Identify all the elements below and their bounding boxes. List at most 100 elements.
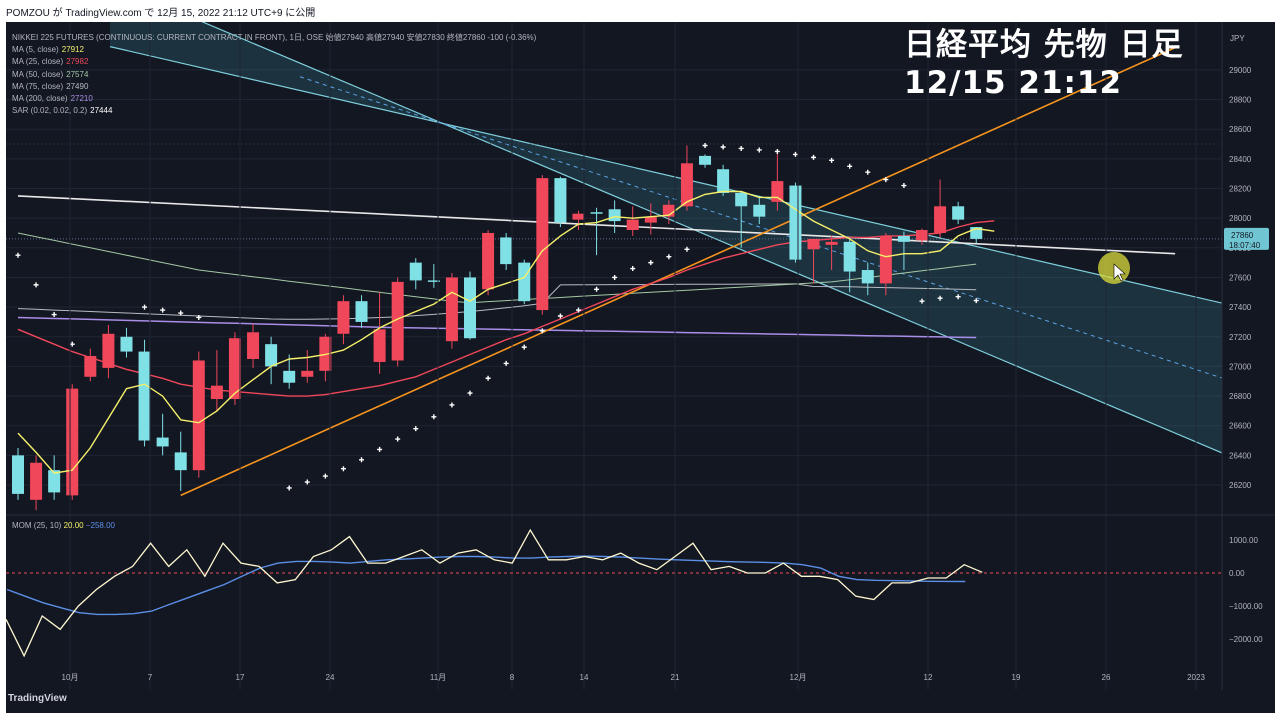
channel-lower-line bbox=[201, 22, 1222, 454]
sar-point bbox=[594, 286, 600, 292]
ma200-line bbox=[17, 316, 977, 339]
sar-point bbox=[539, 328, 545, 334]
sar-point bbox=[720, 144, 726, 150]
sar-point bbox=[829, 157, 835, 163]
legend-indicator: SAR (0.02, 0.02, 0.2) 27444 bbox=[12, 105, 536, 117]
candle-body bbox=[843, 241, 856, 272]
sar-point bbox=[756, 147, 762, 153]
sar-point bbox=[738, 145, 744, 151]
candle-body bbox=[518, 262, 531, 302]
price-tick: 29000 bbox=[1229, 66, 1252, 75]
date-tick: 21 bbox=[671, 673, 680, 682]
legend-indicator-value: 27210 bbox=[70, 94, 93, 104]
candle-body bbox=[156, 437, 169, 447]
sar-point bbox=[792, 151, 798, 157]
price-tick: 27200 bbox=[1229, 333, 1252, 342]
sar-point bbox=[196, 314, 202, 320]
candle-body bbox=[192, 360, 205, 471]
date-tick: 10月 bbox=[62, 673, 79, 682]
sar-point bbox=[33, 282, 39, 288]
momentum-line bbox=[6, 528, 983, 658]
sar-point bbox=[883, 177, 889, 183]
candle-body bbox=[210, 385, 223, 400]
sar-point bbox=[612, 274, 618, 280]
sar-point bbox=[142, 304, 148, 310]
sar-point bbox=[503, 360, 509, 366]
candle-body bbox=[608, 209, 621, 222]
overlay-title-line2: 12/15 21:12 bbox=[904, 65, 1123, 101]
sar-group bbox=[15, 143, 979, 491]
cursor-arrow-icon bbox=[1113, 263, 1126, 282]
candle-body bbox=[536, 178, 549, 311]
sar-point bbox=[811, 154, 817, 160]
sar-point bbox=[630, 266, 636, 272]
price-tick: 27600 bbox=[1229, 273, 1252, 282]
candle-body bbox=[500, 237, 513, 265]
sar-point bbox=[557, 313, 563, 319]
chart-legend: NIKKEI 225 FUTURES (CONTINUOUS: CURRENT … bbox=[12, 32, 536, 117]
ma50-line bbox=[17, 232, 977, 304]
sar-point bbox=[937, 295, 943, 301]
candle-body bbox=[373, 329, 386, 362]
sar-point bbox=[413, 426, 419, 432]
momentum-value-2: −258.00 bbox=[85, 521, 115, 530]
candle-body bbox=[735, 192, 748, 207]
channel-upper-line bbox=[109, 46, 1222, 304]
candle-body bbox=[409, 262, 422, 281]
sar-point bbox=[160, 307, 166, 313]
momentum-tick: 1000.00 bbox=[1229, 536, 1258, 545]
candle-body bbox=[102, 333, 115, 368]
date-tick: 8 bbox=[510, 673, 515, 682]
candle-body bbox=[228, 338, 241, 400]
candle-body bbox=[897, 235, 910, 242]
momentum-tick: −1000.00 bbox=[1229, 602, 1263, 611]
overlay-title: 日経平均 先物 日足 12/15 21:12 bbox=[904, 26, 1184, 102]
channel-fill bbox=[110, 22, 1222, 453]
legend-indicator-value: 27490 bbox=[66, 81, 89, 91]
sar-point bbox=[955, 294, 961, 300]
sar-point bbox=[377, 446, 383, 452]
candle-body bbox=[590, 212, 603, 214]
sar-point bbox=[865, 169, 871, 175]
date-tick: 2023 bbox=[1187, 673, 1205, 682]
candle-body bbox=[699, 155, 712, 165]
sar-point bbox=[485, 375, 491, 381]
momentum-signal-line bbox=[6, 555, 966, 616]
legend-indicator-value: 27444 bbox=[90, 106, 113, 116]
legend-indicator: MA (50, close) 27574 bbox=[12, 69, 536, 81]
candle-body bbox=[879, 235, 892, 284]
candle-body bbox=[30, 462, 43, 500]
candle-body bbox=[84, 356, 97, 377]
sar-point bbox=[648, 260, 654, 266]
chart-frame bbox=[6, 8, 1275, 713]
price-axis: JPY 26200 26400 26600 26800 27000 27200 27400 27… bbox=[1224, 34, 1269, 490]
candle-body bbox=[12, 455, 24, 494]
candle-body bbox=[120, 336, 133, 352]
logo-text: TradingView bbox=[8, 693, 67, 704]
candle-body bbox=[717, 169, 730, 193]
momentum-label: MOM (25, 10) bbox=[12, 521, 62, 530]
overlay-title-line1: 日経平均 先物 日足 bbox=[904, 27, 1184, 63]
symbol-info: NIKKEI 225 FUTURES (CONTINUOUS: CURRENT … bbox=[12, 33, 537, 42]
legend-indicator-value: 27574 bbox=[66, 69, 89, 79]
main-pane bbox=[6, 22, 1222, 511]
publish-header-bar: POMZOU が TradingView.com で 12月 15, 2022 … bbox=[0, 0, 1280, 22]
sar-point bbox=[684, 246, 690, 252]
sar-point bbox=[919, 298, 925, 304]
sar-point bbox=[847, 163, 853, 169]
sar-point bbox=[15, 252, 21, 258]
price-tick: 26200 bbox=[1229, 481, 1252, 490]
date-tick: 12 bbox=[924, 673, 933, 682]
sar-point bbox=[69, 341, 75, 347]
sar-point bbox=[359, 457, 365, 463]
date-tick: 14 bbox=[580, 673, 589, 682]
orange-support-line bbox=[180, 46, 1176, 497]
date-tick: 11月 bbox=[430, 673, 446, 682]
candle-body bbox=[789, 185, 802, 260]
candle-body bbox=[554, 178, 567, 223]
ma75-line bbox=[17, 283, 977, 320]
momentum-tick: −2000.00 bbox=[1229, 635, 1263, 644]
legend-indicator: MA (5, close) 27912 bbox=[12, 44, 536, 56]
sar-point bbox=[286, 485, 292, 491]
